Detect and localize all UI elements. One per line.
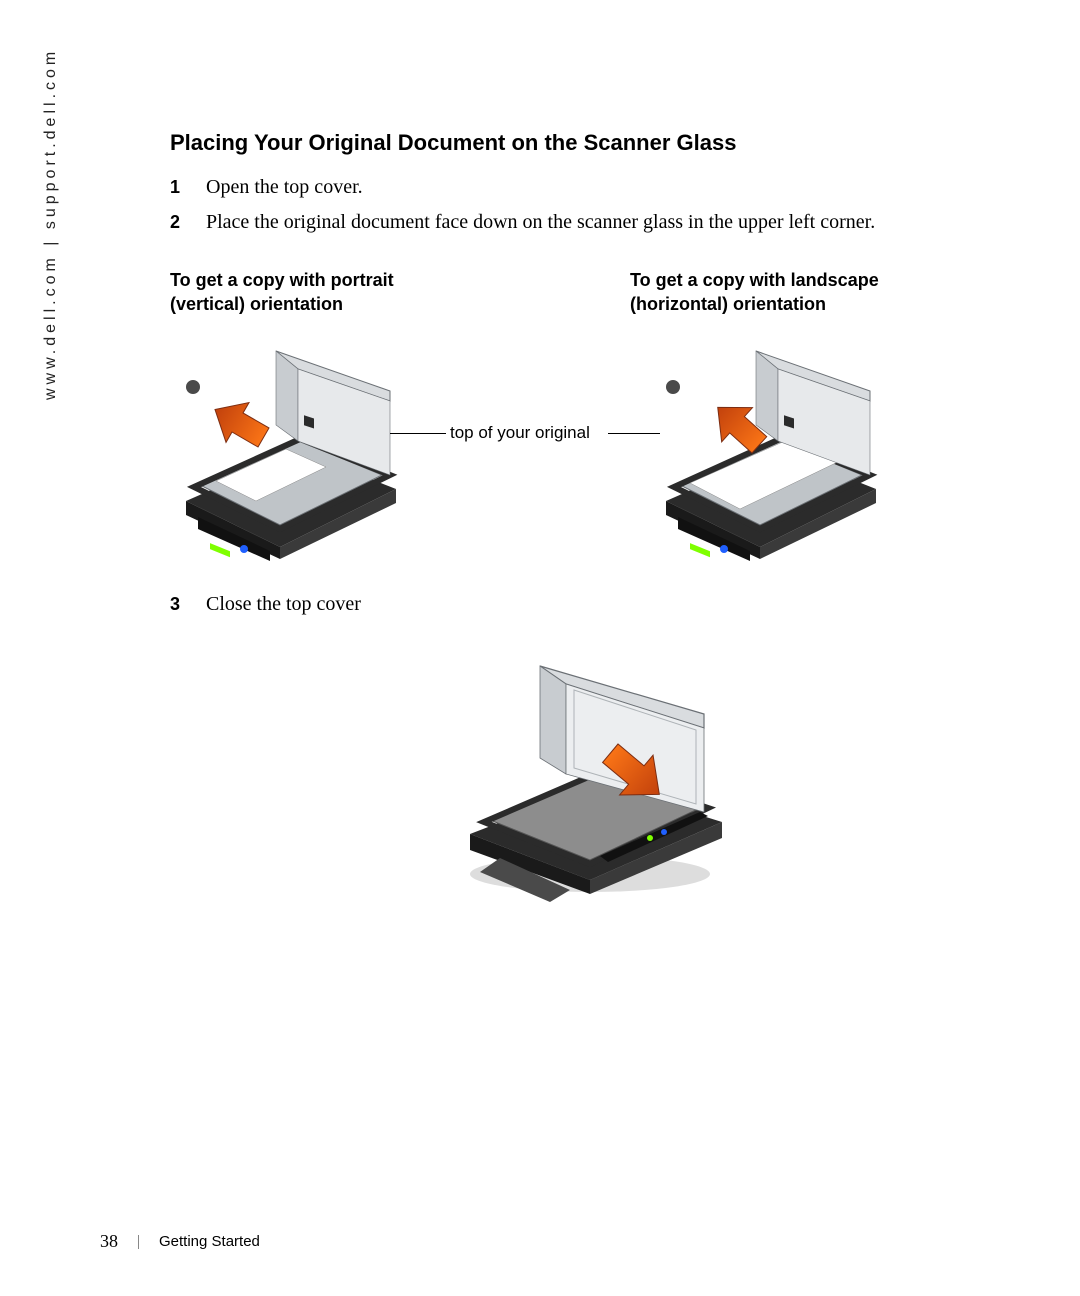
- step-number: 1: [170, 177, 206, 198]
- side-url-text: www.dell.com | support.dell.com: [42, 48, 60, 400]
- subhead-line: (horizontal) orientation: [630, 294, 826, 314]
- figure-row: top of your original: [170, 341, 1030, 581]
- portrait-subhead: To get a copy with portrait (vertical) o…: [170, 268, 570, 317]
- scanner-close-figure: [450, 644, 750, 904]
- scanner-figure-portrait: [180, 341, 400, 561]
- scanner-landscape-icon: [660, 341, 880, 561]
- page-number: 38: [100, 1231, 118, 1252]
- step-1: 1 Open the top cover.: [170, 176, 1030, 199]
- top-of-original-label: top of your original: [450, 423, 590, 443]
- leader-line-left: [390, 433, 446, 434]
- landscape-subhead: To get a copy with landscape (horizontal…: [630, 268, 1030, 317]
- subhead-line: To get a copy with portrait: [170, 270, 394, 290]
- subhead-line: (vertical) orientation: [170, 294, 343, 314]
- scanner-figure-landscape: [660, 341, 880, 561]
- scanner-close-icon: [450, 644, 750, 904]
- step-2: 2 Place the original document face down …: [170, 211, 1030, 234]
- footer-divider: [138, 1235, 139, 1249]
- page: www.dell.com | support.dell.com Placing …: [0, 0, 1080, 1296]
- landscape-column: To get a copy with landscape (horizontal…: [630, 268, 1030, 341]
- portrait-column: To get a copy with portrait (vertical) o…: [170, 268, 570, 341]
- step-text: Place the original document face down on…: [206, 211, 875, 234]
- section-heading: Placing Your Original Document on the Sc…: [170, 130, 1030, 156]
- step-text: Open the top cover.: [206, 176, 363, 199]
- orientation-row: To get a copy with portrait (vertical) o…: [170, 268, 1030, 341]
- subhead-line: To get a copy with landscape: [630, 270, 879, 290]
- step-list: 1 Open the top cover. 2 Place the origin…: [170, 176, 1030, 234]
- content-area: Placing Your Original Document on the Sc…: [170, 130, 1030, 904]
- step-number: 2: [170, 212, 206, 233]
- footer-section: Getting Started: [159, 1233, 260, 1250]
- step-number: 3: [170, 594, 206, 615]
- page-footer: 38 Getting Started: [100, 1231, 260, 1252]
- scanner-portrait-icon: [180, 341, 400, 561]
- step-text: Close the top cover: [206, 593, 361, 616]
- leader-line-right: [608, 433, 660, 434]
- step-3-block: 3 Close the top cover: [170, 593, 1030, 616]
- step-3: 3 Close the top cover: [170, 593, 1030, 616]
